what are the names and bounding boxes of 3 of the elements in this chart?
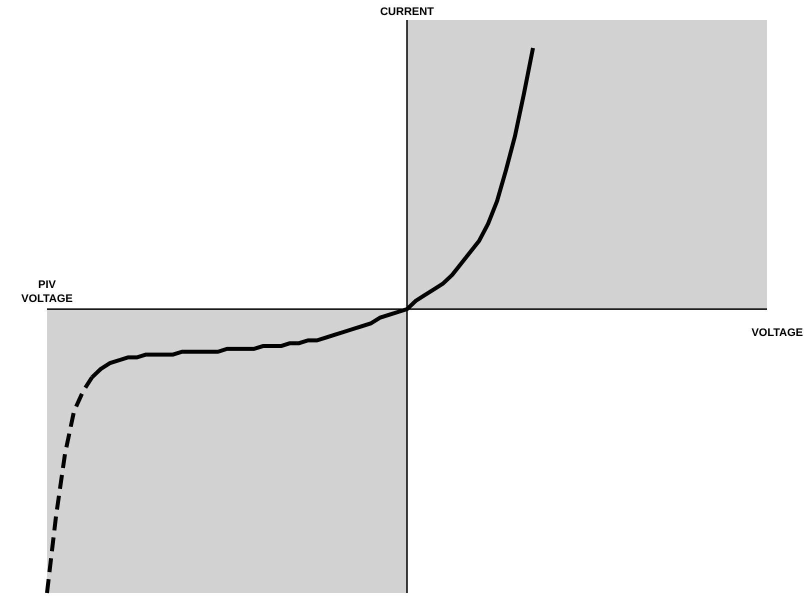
annotation: PIV VOLTAGE: [21, 279, 73, 306]
x-axis-title: VOLTAGE: [751, 327, 803, 340]
y-axis-title: CURRENT: [380, 6, 434, 18]
